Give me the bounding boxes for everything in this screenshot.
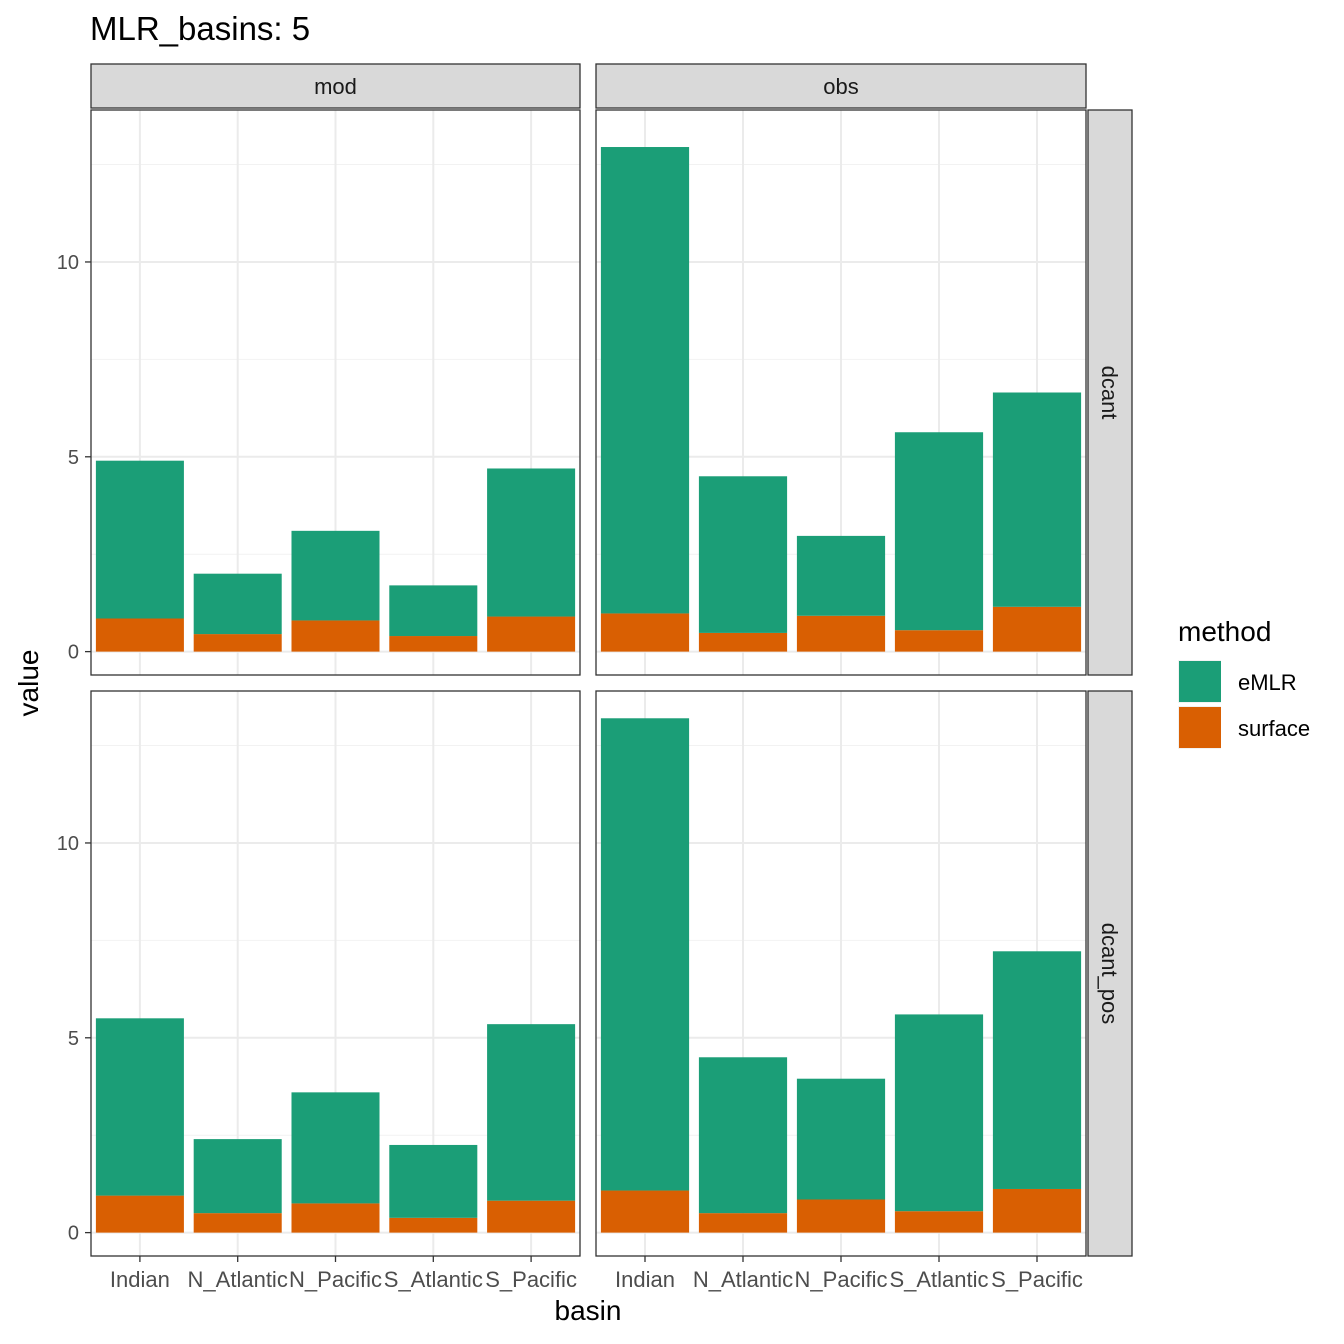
bar-eMLR-N_Pacific — [796, 1078, 886, 1200]
bar-surface-S_Pacific — [487, 1200, 576, 1233]
bar-eMLR-N_Pacific — [291, 1092, 380, 1204]
bar-eMLR-S_Atlantic — [389, 1144, 478, 1218]
x-tick-label: S_Atlantic — [889, 1267, 988, 1292]
x-tick-label: S_Atlantic — [384, 1267, 483, 1292]
legend-label-surface: surface — [1238, 716, 1310, 741]
facet-label-obs: obs — [823, 74, 858, 99]
x-axis-label: basin — [555, 1295, 622, 1326]
x-tick-label: S_Pacific — [485, 1267, 577, 1292]
panel-mod-dcant: 0 5 10 — [57, 109, 581, 676]
panel-obs-dcant_pos: Indian N_Atlantic N_Pacific S_Atlantic S_Pac… — [595, 690, 1087, 1292]
bar-eMLR-S_Atlantic — [894, 1014, 984, 1212]
legend-title: method — [1178, 616, 1271, 647]
bar-surface-N_Atlantic — [193, 634, 282, 652]
bar-eMLR-S_Atlantic — [389, 585, 478, 637]
bar-surface-Indian — [95, 1195, 184, 1233]
bar-surface-S_Pacific — [992, 1188, 1082, 1233]
bar-eMLR-N_Pacific — [291, 530, 380, 621]
bar-surface-S_Pacific — [487, 616, 576, 652]
bar-surface-Indian — [600, 613, 690, 652]
bar-surface-N_Pacific — [291, 620, 380, 652]
bar-eMLR-S_Pacific — [992, 392, 1082, 607]
panel-obs-dcant — [595, 109, 1087, 676]
facet-strip-mod — [90, 63, 581, 109]
bar-eMLR-N_Atlantic — [193, 1139, 282, 1214]
y-tick-label: 5 — [68, 1028, 79, 1050]
bar-surface-N_Atlantic — [698, 1213, 788, 1233]
legend-swatch-eMLR — [1179, 661, 1221, 702]
y-tick-label: 0 — [68, 642, 79, 664]
y-axis-label: value — [13, 650, 44, 717]
bar-surface-Indian — [600, 1190, 690, 1233]
y-tick-label: 10 — [57, 833, 79, 855]
y-tick-label: 5 — [68, 447, 79, 469]
x-tick-label: N_Pacific — [289, 1267, 382, 1292]
x-tick-label: N_Pacific — [795, 1267, 888, 1292]
panel-mod-dcant_pos: 0 5 10 Indian N_Atlantic N_Pacific S_Atlantic S… — [57, 690, 581, 1292]
bar-eMLR-N_Atlantic — [193, 573, 282, 635]
bar-surface-N_Atlantic — [193, 1213, 282, 1233]
legend-label-eMLR: eMLR — [1238, 670, 1297, 695]
bar-surface-Indian — [95, 618, 184, 652]
facet-label-dcant: dcant — [1097, 366, 1122, 420]
bar-surface-S_Atlantic — [389, 636, 478, 652]
bar-eMLR-N_Pacific — [796, 535, 886, 616]
bar-eMLR-S_Pacific — [487, 468, 576, 617]
bar-eMLR-Indian — [95, 1018, 184, 1196]
chart-title: MLR_basins: 5 — [90, 10, 310, 47]
legend: method eMLR surface — [1178, 616, 1310, 749]
legend-swatch-surface — [1179, 707, 1221, 748]
bar-eMLR-S_Pacific — [487, 1024, 576, 1201]
facet-panels: mod obs dcant dcant_pos 0 5 10 0 5 10 Indian N_Atla… — [57, 63, 1133, 1292]
bar-surface-S_Atlantic — [389, 1217, 478, 1233]
bar-surface-S_Atlantic — [894, 1211, 984, 1233]
facet-label-dcant_pos: dcant_pos — [1097, 923, 1122, 1025]
bar-eMLR-Indian — [95, 460, 184, 619]
bar-eMLR-N_Atlantic — [698, 476, 788, 633]
bar-eMLR-Indian — [600, 718, 690, 1191]
facet-label-mod: mod — [314, 74, 357, 99]
bar-surface-S_Atlantic — [894, 630, 984, 652]
x-tick-label: N_Atlantic — [693, 1267, 793, 1292]
y-tick-label: 10 — [57, 252, 79, 274]
y-tick-label: 0 — [68, 1223, 79, 1245]
facet-strip-dcant — [1087, 109, 1133, 676]
x-tick-label: S_Pacific — [991, 1267, 1083, 1292]
x-tick-label: Indian — [110, 1267, 170, 1292]
x-tick-label: Indian — [615, 1267, 675, 1292]
panel-border — [90, 109, 581, 676]
x-tick-label: N_Atlantic — [188, 1267, 288, 1292]
bar-eMLR-N_Atlantic — [698, 1057, 788, 1214]
panel-border — [595, 109, 1087, 676]
bar-surface-N_Pacific — [796, 615, 886, 652]
bar-eMLR-S_Atlantic — [894, 432, 984, 631]
bar-eMLR-Indian — [600, 147, 690, 614]
bar-surface-N_Pacific — [796, 1199, 886, 1233]
bar-surface-S_Pacific — [992, 606, 1082, 652]
bar-eMLR-S_Pacific — [992, 951, 1082, 1189]
bar-surface-N_Pacific — [291, 1203, 380, 1233]
bar-surface-N_Atlantic — [698, 632, 788, 652]
facet-strip-dcant_pos — [1087, 690, 1133, 1257]
facet-strip-obs — [595, 63, 1087, 109]
